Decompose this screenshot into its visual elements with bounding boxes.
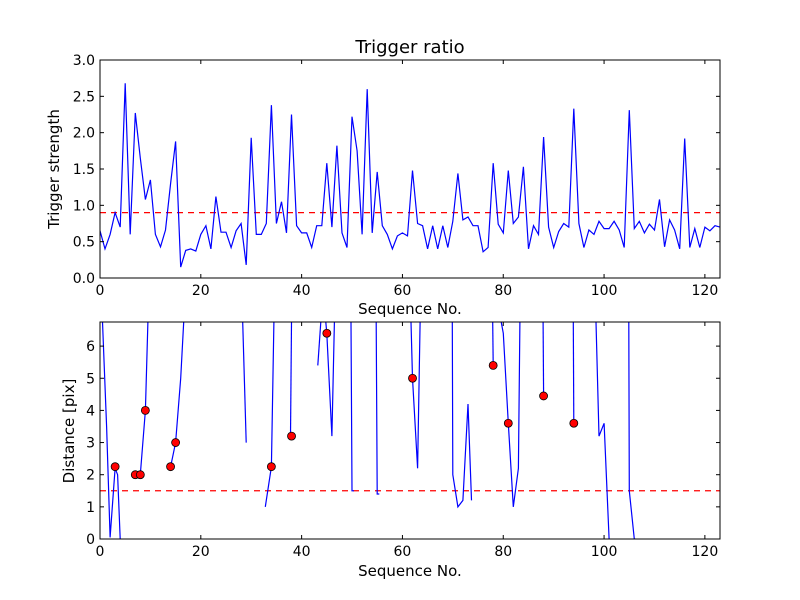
distance-chart: 0 20 40 60 80 100 120 0 1 2 3 4 5 6 Sequence No. Dist… xyxy=(60,321,721,580)
series-segment xyxy=(500,322,521,507)
series-segment xyxy=(325,322,335,437)
data-point-marker xyxy=(503,418,513,428)
y-tick-label: 2.0 xyxy=(73,126,95,142)
series-segment xyxy=(170,322,185,467)
y-tick-label: 1.5 xyxy=(73,162,95,178)
x-tick-label: 40 xyxy=(293,283,311,299)
y-tick-label: 3 xyxy=(86,436,95,452)
series-segment xyxy=(289,322,293,437)
y-tick-label: 2 xyxy=(86,468,95,484)
y-axis-label: Distance [pix] xyxy=(60,379,78,484)
series-segment xyxy=(350,322,354,492)
x-tick-label: 120 xyxy=(692,283,719,299)
trigger-ratio-chart: 0 20 40 60 80 100 120 0.0 0.5 1.0 1.5 2.0 2.5 3.0 Tri… xyxy=(45,37,721,318)
y-tick-label: 6 xyxy=(86,339,95,355)
data-point-marker xyxy=(135,470,145,480)
y-tick-label: 1 xyxy=(86,500,95,516)
series-line xyxy=(100,83,720,268)
series-segment xyxy=(542,322,545,396)
data-point-marker xyxy=(171,438,181,447)
y-tick-label: 4 xyxy=(86,403,95,419)
x-tick-label: 20 xyxy=(192,283,210,299)
y-axis-label: Trigger strength xyxy=(45,109,63,230)
data-point-marker xyxy=(539,391,548,401)
series-segment xyxy=(628,322,636,539)
data-point-marker xyxy=(488,360,498,370)
data-point-marker xyxy=(569,418,579,428)
series-segment xyxy=(317,322,322,366)
x-tick-label: 100 xyxy=(591,544,618,560)
y-tick-label: 2.5 xyxy=(73,89,95,105)
series-segment xyxy=(375,322,380,495)
series-segment xyxy=(451,322,473,509)
x-axis-label: Sequence No. xyxy=(358,562,462,580)
data-point-marker xyxy=(110,462,120,472)
data-point-marker xyxy=(166,462,175,472)
series-segment xyxy=(101,322,121,539)
series-segment xyxy=(492,322,494,366)
axes-frame xyxy=(99,321,721,540)
x-tick-label: 40 xyxy=(293,544,311,560)
x-tick-label: 60 xyxy=(394,283,412,299)
y-tick-label: 5 xyxy=(86,371,95,387)
data-point-marker xyxy=(287,431,296,441)
x-tick-label: 120 xyxy=(692,544,719,560)
y-tick-label: 3.0 xyxy=(73,53,95,69)
x-tick-label: 80 xyxy=(494,283,512,299)
series-segment xyxy=(595,322,610,539)
chart-title: Trigger ratio xyxy=(354,37,464,58)
x-tick-label: 80 xyxy=(494,544,512,560)
y-tick-label: 0.0 xyxy=(73,271,95,287)
x-axis-label: Sequence No. xyxy=(358,300,462,318)
series-segment xyxy=(410,322,421,469)
series-segment xyxy=(242,322,247,443)
data-point-marker xyxy=(408,373,417,383)
data-point-marker xyxy=(140,406,150,415)
x-tick-label: 0 xyxy=(96,544,105,560)
x-tick-label: 60 xyxy=(394,544,412,560)
y-tick-label: 1.0 xyxy=(73,198,95,214)
data-point-marker xyxy=(266,462,276,472)
data-point-marker xyxy=(322,328,332,338)
x-tick-label: 100 xyxy=(591,283,618,299)
x-tick-label: 0 xyxy=(96,283,105,299)
x-tick-label: 20 xyxy=(192,544,210,560)
series-segment xyxy=(572,322,575,424)
y-tick-label: 0 xyxy=(86,532,95,548)
y-tick-label: 0.5 xyxy=(73,235,95,251)
